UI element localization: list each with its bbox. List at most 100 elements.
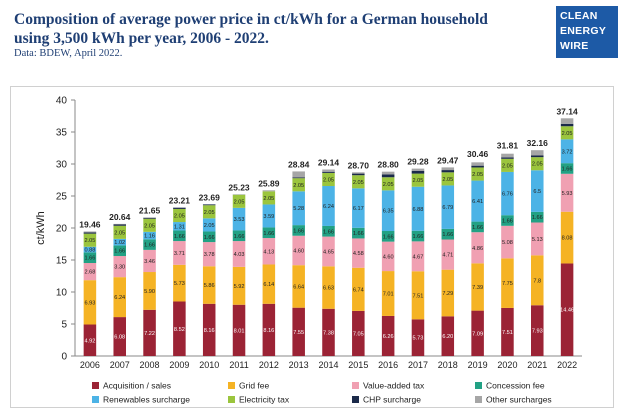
bar-segment — [411, 173, 425, 187]
data-label: 6.93 — [84, 300, 95, 306]
data-label: 6.63 — [323, 286, 334, 292]
data-label: 7.05 — [353, 331, 364, 337]
data-label: 4.65 — [323, 249, 334, 255]
x-tick-label: 2008 — [140, 360, 160, 370]
data-label: 7.38 — [323, 330, 334, 336]
data-label: 5.93 — [562, 191, 573, 197]
bar-segment — [441, 239, 455, 270]
data-label: 4.67 — [413, 254, 424, 260]
bar-segment — [322, 266, 335, 309]
y-tick-label: 10 — [56, 288, 68, 299]
x-tick-label: 2016 — [378, 360, 398, 370]
total-label: 28.70 — [348, 160, 370, 170]
data-label: 6.08 — [114, 335, 125, 341]
legend-swatch — [228, 396, 235, 403]
bar-segment — [232, 266, 246, 305]
total-label: 29.28 — [407, 157, 429, 167]
bar-segment — [322, 172, 335, 187]
data-label: 8.16 — [204, 328, 215, 334]
data-label: 6.24 — [323, 204, 334, 210]
bar-segment — [411, 230, 425, 242]
total-label: 25.89 — [258, 178, 280, 188]
bar-segment — [560, 211, 574, 264]
total-label: 25.23 — [228, 183, 250, 193]
data-label: 4.92 — [84, 338, 95, 344]
bar-segment — [262, 238, 276, 265]
bar-segment — [322, 308, 335, 356]
bar-segment — [232, 207, 246, 231]
data-label: 5.73 — [413, 336, 424, 342]
data-label: 4.13 — [263, 249, 274, 255]
data-label: 2.05 — [174, 214, 185, 220]
data-label: 1.66 — [323, 229, 334, 235]
data-label: 6.88 — [413, 207, 424, 213]
legend-swatch — [92, 382, 99, 389]
legend-label: Concession fee — [486, 381, 545, 391]
y-tick-label: 15 — [56, 256, 68, 267]
data-label: 7.22 — [144, 331, 155, 337]
legend-swatch — [228, 382, 235, 389]
total-label: 23.21 — [169, 195, 191, 205]
data-label: 3.53 — [234, 217, 245, 223]
bar-segment — [531, 255, 544, 306]
data-label: 5.13 — [532, 237, 543, 243]
data-label: 1.66 — [263, 231, 274, 237]
data-label: 5.86 — [204, 283, 215, 289]
bar-segment — [411, 319, 425, 356]
data-label: 2.05 — [293, 183, 304, 189]
bar-segment — [411, 186, 425, 231]
total-label: 19.46 — [79, 219, 101, 229]
bar-segment — [113, 317, 126, 356]
data-label: 8.01 — [234, 328, 245, 334]
bar-segment — [202, 266, 216, 304]
data-label: 4.58 — [353, 251, 364, 257]
legend-label: CHP surcharge — [363, 395, 421, 405]
data-label: 6.64 — [293, 284, 304, 290]
data-label: 6.74 — [353, 287, 364, 293]
bar-segment — [501, 307, 514, 356]
bar-segment — [262, 303, 276, 356]
bar-segment — [441, 316, 455, 356]
x-tick-label: 2012 — [259, 360, 279, 370]
data-label: 2.05 — [234, 199, 245, 205]
bar-segment — [352, 227, 365, 239]
legend-label: Other surcharges — [486, 395, 552, 405]
data-label: 3.59 — [263, 214, 274, 220]
data-label: 1.31 — [174, 224, 185, 230]
total-label: 28.80 — [378, 160, 400, 170]
data-label: 3.30 — [114, 265, 125, 271]
bar-segment — [173, 208, 186, 223]
bar-segment — [113, 256, 126, 278]
bar-segment — [113, 224, 126, 226]
bar-segment — [292, 177, 305, 179]
bar-segment — [202, 218, 216, 232]
data-label: 1.66 — [234, 234, 245, 240]
bar-segment — [83, 252, 97, 264]
data-label: 7.55 — [293, 330, 304, 336]
bar-segment — [322, 236, 335, 267]
bar-segment — [173, 264, 186, 302]
data-label: 1.16 — [144, 234, 155, 240]
y-tick-label: 35 — [56, 128, 68, 139]
data-label: 7.09 — [472, 331, 483, 337]
x-tick-label: 2020 — [497, 360, 517, 370]
legend-swatch — [475, 382, 482, 389]
bar-segment — [202, 205, 216, 219]
total-label: 21.65 — [139, 205, 161, 215]
bar-segment — [143, 217, 156, 219]
data-label: 1.66 — [144, 243, 155, 249]
legend-label: Acquisition / sales — [103, 381, 171, 391]
bar-segment — [471, 165, 484, 168]
bar-segment — [560, 163, 574, 174]
bar-segment — [322, 171, 335, 173]
data-label: 6.5 — [533, 189, 541, 195]
bar-segment — [381, 271, 395, 316]
data-label: 6.14 — [263, 282, 274, 288]
logo-line-1: CLEAN — [560, 10, 598, 22]
bar-segment — [531, 305, 544, 356]
bar-segment — [113, 223, 126, 225]
bar-segment — [471, 180, 484, 222]
chart-frame — [10, 86, 614, 408]
bar-segment — [322, 186, 335, 226]
data-label: 2.05 — [413, 178, 424, 184]
